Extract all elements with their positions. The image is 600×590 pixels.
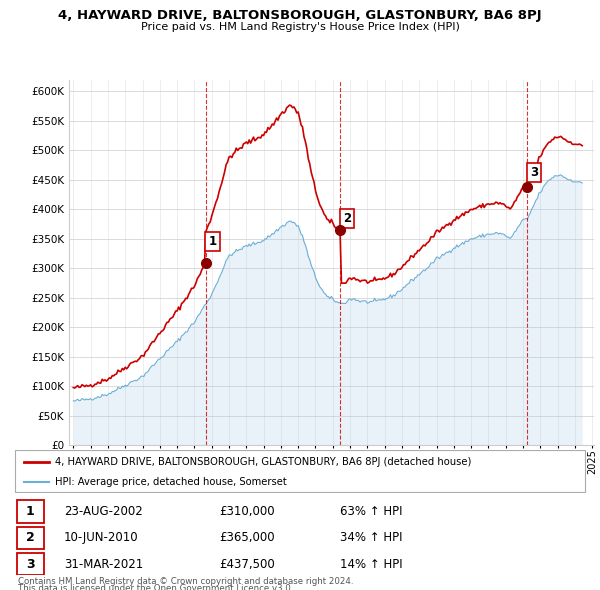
Text: 14% ↑ HPI: 14% ↑ HPI: [340, 558, 403, 571]
FancyBboxPatch shape: [17, 527, 44, 549]
Text: 1: 1: [26, 505, 35, 518]
Text: 63% ↑ HPI: 63% ↑ HPI: [340, 505, 403, 518]
Text: £437,500: £437,500: [220, 558, 275, 571]
FancyBboxPatch shape: [17, 500, 44, 523]
Text: HPI: Average price, detached house, Somerset: HPI: Average price, detached house, Some…: [55, 477, 287, 487]
Text: £310,000: £310,000: [220, 505, 275, 518]
FancyBboxPatch shape: [17, 553, 44, 575]
Text: Contains HM Land Registry data © Crown copyright and database right 2024.: Contains HM Land Registry data © Crown c…: [18, 577, 353, 586]
Text: 31-MAR-2021: 31-MAR-2021: [64, 558, 143, 571]
FancyBboxPatch shape: [15, 450, 584, 492]
Text: 2: 2: [343, 212, 352, 225]
Text: Price paid vs. HM Land Registry's House Price Index (HPI): Price paid vs. HM Land Registry's House …: [140, 22, 460, 32]
Text: 10-JUN-2010: 10-JUN-2010: [64, 532, 139, 545]
Text: 23-AUG-2002: 23-AUG-2002: [64, 505, 143, 518]
Text: This data is licensed under the Open Government Licence v3.0.: This data is licensed under the Open Gov…: [18, 584, 293, 590]
Text: 1: 1: [208, 235, 217, 248]
Text: £365,000: £365,000: [220, 532, 275, 545]
Text: 4, HAYWARD DRIVE, BALTONSBOROUGH, GLASTONBURY, BA6 8PJ (detached house): 4, HAYWARD DRIVE, BALTONSBOROUGH, GLASTO…: [55, 457, 472, 467]
Text: 34% ↑ HPI: 34% ↑ HPI: [340, 532, 403, 545]
Text: 3: 3: [530, 166, 538, 179]
Text: 2: 2: [26, 532, 35, 545]
Text: 3: 3: [26, 558, 35, 571]
Text: 4, HAYWARD DRIVE, BALTONSBOROUGH, GLASTONBURY, BA6 8PJ: 4, HAYWARD DRIVE, BALTONSBOROUGH, GLASTO…: [58, 9, 542, 22]
